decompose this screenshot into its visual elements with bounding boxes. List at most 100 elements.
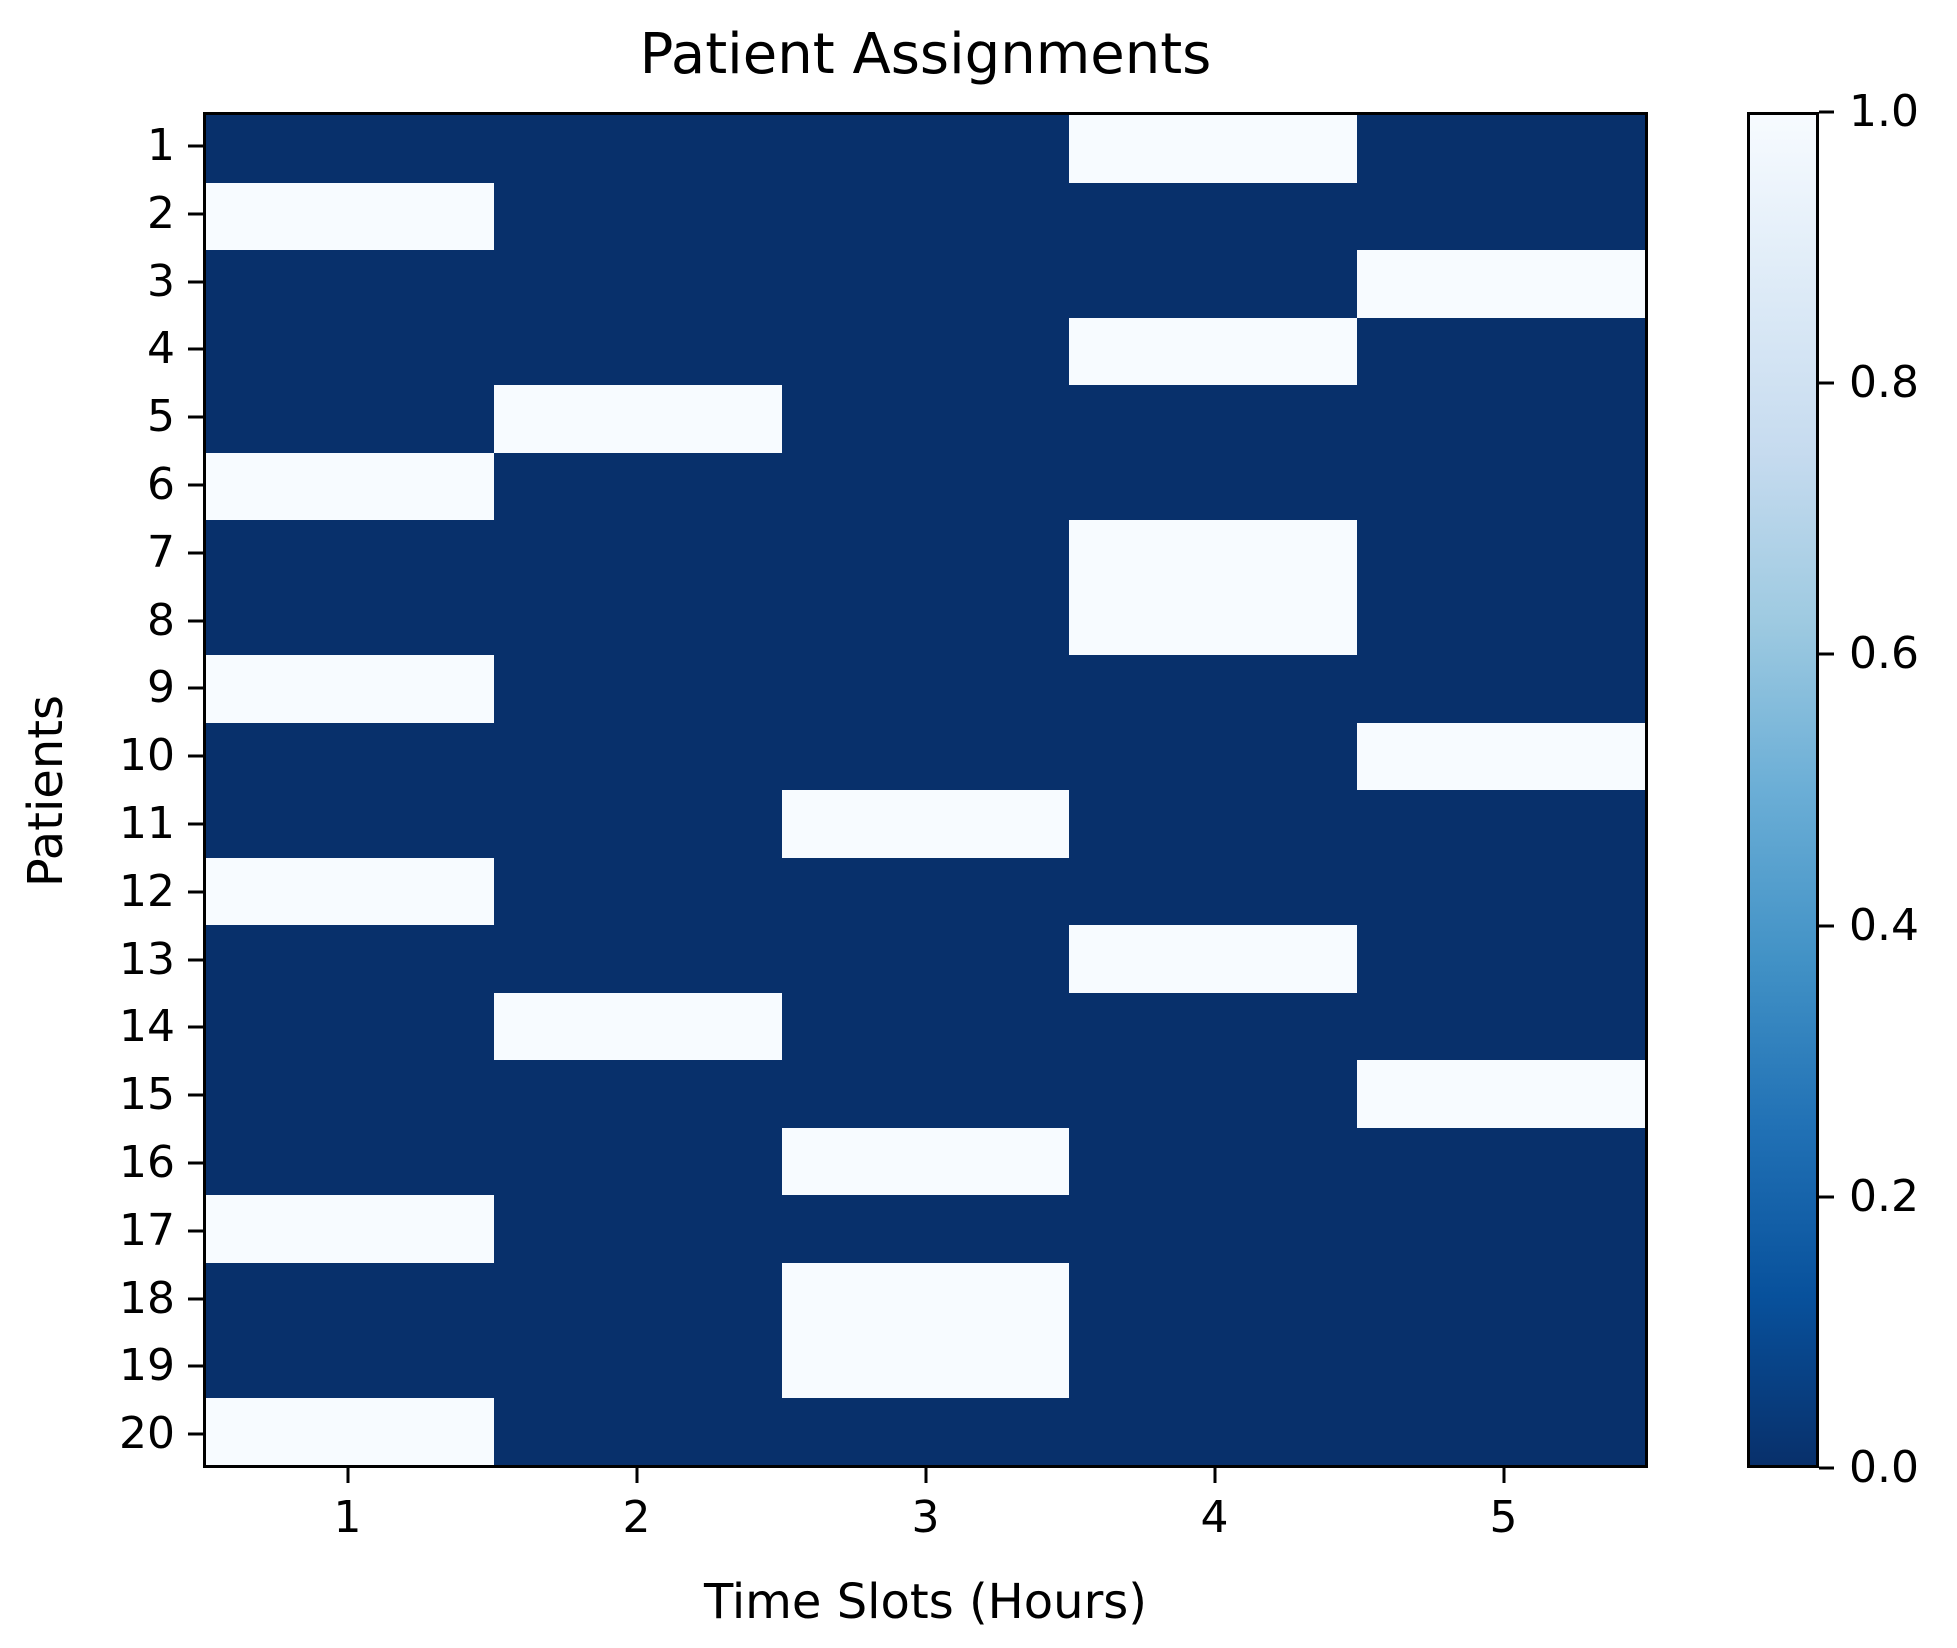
y-tick-mark xyxy=(188,890,203,894)
heatmap-cell xyxy=(494,453,782,521)
heatmap-cell xyxy=(1357,1330,1645,1398)
heatmap-cell xyxy=(1069,1330,1357,1398)
heatmap-cell xyxy=(206,452,494,520)
heatmap-cell xyxy=(206,385,494,453)
y-tick-label: 10 xyxy=(119,730,175,782)
colorbar-tick-mark xyxy=(1819,1195,1834,1199)
y-tick-mark xyxy=(188,212,203,216)
heatmap-cell xyxy=(206,1397,494,1465)
heatmap-cell xyxy=(782,1060,1070,1128)
colorbar-tick-mark xyxy=(1819,110,1834,114)
heatmap-cell xyxy=(494,723,782,791)
heatmap-cell xyxy=(494,520,782,588)
y-tick-label: 17 xyxy=(119,1204,175,1256)
heatmap-cell xyxy=(1357,1263,1645,1331)
heatmap-cell xyxy=(206,1128,494,1196)
colorbar-tick-label: 0.8 xyxy=(1849,357,1919,409)
heatmap-cell xyxy=(206,588,494,656)
heatmap-cell xyxy=(494,790,782,858)
x-tick-label: 1 xyxy=(333,1492,362,1543)
y-tick-mark xyxy=(188,1297,203,1300)
heatmap-cell xyxy=(494,115,782,183)
y-tick-mark xyxy=(188,958,203,961)
chart-title: Patient Assignments xyxy=(639,22,1212,87)
colorbar-tick-label: 1.0 xyxy=(1849,86,1919,137)
heatmap-cell xyxy=(782,925,1070,993)
heatmap-cell xyxy=(1069,655,1357,723)
heatmap-cell xyxy=(1357,655,1645,723)
y-tick-mark xyxy=(188,144,203,148)
heatmap-cell xyxy=(1357,925,1645,993)
heatmap-cell xyxy=(206,1060,494,1128)
x-tick-mark xyxy=(924,1468,927,1483)
heatmap-cell xyxy=(1069,520,1358,588)
y-tick-label: 5 xyxy=(147,391,175,443)
heatmap-cell xyxy=(494,655,782,723)
y-tick-mark xyxy=(188,347,203,351)
heatmap-cell xyxy=(1069,317,1358,385)
y-tick-label: 16 xyxy=(119,1136,175,1188)
y-tick-label: 9 xyxy=(147,662,175,714)
heatmap-cell xyxy=(494,1128,782,1196)
heatmap-cell xyxy=(782,723,1070,791)
heatmap-cell xyxy=(206,520,494,588)
heatmap-cell xyxy=(781,1127,1070,1195)
heatmap-cell xyxy=(1069,723,1357,791)
colorbar-ticks: 1.0 0.8 0.6 0.4 0.2 0.0 xyxy=(1819,90,1957,1490)
x-tick-mark xyxy=(635,1468,638,1483)
y-tick-mark xyxy=(188,415,203,419)
heatmap-cell xyxy=(206,857,494,925)
heatmap-cell xyxy=(782,1398,1070,1466)
y-tick-label: 2 xyxy=(147,187,175,239)
y-tick-label: 15 xyxy=(119,1069,175,1121)
heatmap-cell xyxy=(494,1330,782,1398)
y-tick-label: 7 xyxy=(147,526,175,578)
heatmap-grid xyxy=(206,115,1645,1465)
colorbar-tick-label: 0.4 xyxy=(1849,899,1919,951)
heatmap-cell xyxy=(782,318,1070,386)
y-tick-mark xyxy=(188,686,203,690)
heatmap-cell xyxy=(1069,1128,1357,1196)
heatmap-cell xyxy=(1069,1195,1357,1263)
heatmap-cell xyxy=(206,1263,494,1331)
heatmap-cell xyxy=(1357,318,1645,386)
heatmap-cell xyxy=(494,1263,782,1331)
heatmap-cell xyxy=(782,993,1070,1061)
colorbar-tick-label: 0.2 xyxy=(1849,1170,1919,1222)
y-tick-mark xyxy=(188,1364,203,1368)
heatmap-cell xyxy=(1357,183,1645,251)
colorbar-tick-mark xyxy=(1819,924,1834,928)
heatmap-cell xyxy=(1069,925,1358,993)
heatmap-cell xyxy=(494,250,782,318)
y-tick-label: 20 xyxy=(119,1408,175,1460)
x-tick-mark xyxy=(346,1468,349,1483)
heatmap-cell xyxy=(206,655,494,723)
heatmap-cell xyxy=(1357,385,1645,453)
heatmap-cell xyxy=(782,250,1070,318)
y-tick-mark xyxy=(188,280,203,283)
heatmap-cell xyxy=(1069,250,1357,318)
heatmap-cell xyxy=(494,183,782,251)
colorbar-tick-mark xyxy=(1819,652,1834,656)
y-tick-label: 19 xyxy=(119,1340,175,1392)
heatmap-cell xyxy=(494,1060,782,1128)
heatmap-cell xyxy=(493,385,782,453)
heatmap-cell xyxy=(494,925,782,993)
heatmap-cell xyxy=(1069,858,1357,926)
heatmap-cell xyxy=(1357,115,1645,183)
heatmap-cell xyxy=(1069,993,1357,1061)
x-tick-label: 5 xyxy=(1489,1492,1518,1543)
heatmap-cell xyxy=(782,1195,1070,1263)
heatmap-cell xyxy=(1069,790,1357,858)
y-tick-mark xyxy=(188,551,203,555)
heatmap-cell xyxy=(1069,115,1358,183)
x-axis-label: Time Slots (Hours) xyxy=(703,1574,1148,1630)
heatmap-cell xyxy=(1357,588,1645,656)
heatmap-cell xyxy=(781,1262,1070,1330)
y-tick-mark xyxy=(188,483,203,487)
y-tick-mark xyxy=(188,754,203,758)
heatmap-cell xyxy=(1357,1398,1645,1466)
y-tick-mark xyxy=(188,1229,203,1233)
heatmap-cell xyxy=(1357,858,1645,926)
